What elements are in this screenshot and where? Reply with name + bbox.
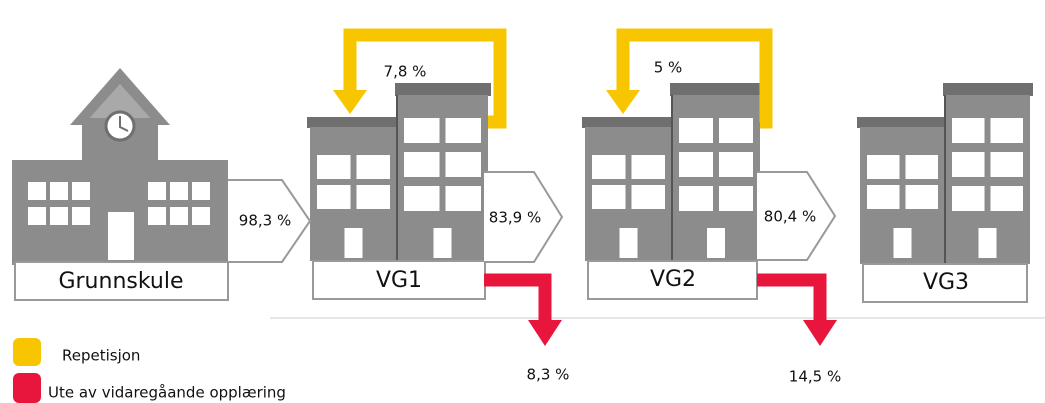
legend-label: Ute av vidaregåande opplæring (48, 384, 286, 402)
cap (670, 83, 763, 96)
shapes (12, 28, 1033, 403)
window (592, 155, 626, 179)
progression-arrow (484, 171, 564, 263)
window (905, 185, 938, 209)
window (619, 228, 638, 258)
arrowhead (333, 90, 367, 114)
window (990, 118, 1023, 143)
window (356, 155, 390, 179)
arrowhead (606, 90, 640, 114)
window (893, 228, 912, 258)
repetition-arrow (343, 28, 507, 129)
dropout-label: 14,5 % (789, 368, 841, 386)
window (170, 182, 188, 200)
window (719, 186, 753, 211)
window (978, 228, 997, 258)
stage-label: Grunnskule (58, 269, 183, 294)
labels: Grunnskule VG1 VG2 VG3 98,3 % 83,9 % 80,… (48, 59, 969, 402)
legend-swatch (13, 373, 41, 403)
stage-label: VG1 (376, 268, 422, 293)
window (679, 152, 713, 177)
window (404, 186, 440, 211)
school-roof (70, 68, 170, 125)
dropout-arrow (757, 273, 827, 322)
window (719, 152, 753, 177)
label-box (312, 260, 486, 300)
window (28, 182, 46, 200)
repetition-label: 7,8 % (384, 63, 427, 81)
stage-label: VG3 (923, 270, 969, 295)
window (719, 118, 753, 143)
window (72, 207, 90, 225)
window (445, 118, 481, 143)
cap (307, 117, 400, 128)
stage-label: VG2 (650, 267, 696, 292)
dropout-arrow (484, 273, 552, 322)
window (952, 118, 985, 143)
window (404, 152, 440, 177)
clock-hands (119, 116, 129, 132)
progression-label: 80,4 % (764, 208, 816, 226)
arrowhead (803, 320, 837, 346)
window (952, 186, 985, 211)
label-box (862, 263, 1028, 303)
window (50, 182, 68, 200)
cap (943, 83, 1033, 96)
window (170, 207, 188, 225)
window (679, 118, 713, 143)
progression-label: 98,3 % (239, 212, 291, 230)
repetition-arrow (616, 28, 773, 129)
window (108, 212, 134, 260)
window (445, 152, 481, 177)
window (592, 185, 626, 209)
window (317, 155, 351, 179)
window (344, 228, 363, 258)
window (72, 182, 90, 200)
label-box (14, 261, 229, 301)
progression-arrow (228, 179, 312, 263)
window (404, 118, 440, 143)
progression-label: 83,9 % (489, 209, 541, 227)
window (905, 155, 938, 179)
window (990, 186, 1023, 211)
window (433, 228, 452, 258)
label-box (587, 260, 758, 300)
window (952, 152, 985, 177)
window (148, 207, 166, 225)
legend-label: Repetisjon (62, 347, 140, 365)
progression-arrow (757, 171, 837, 261)
roof-inner (86, 84, 154, 122)
window (707, 228, 725, 258)
legend-swatch (13, 338, 41, 366)
window (445, 186, 481, 211)
window (356, 185, 390, 209)
window (679, 186, 713, 211)
window (317, 185, 351, 209)
cap (395, 83, 491, 96)
repetition-label: 5 % (654, 59, 683, 77)
window (148, 182, 166, 200)
window (192, 182, 210, 200)
dropout-label: 8,3 % (527, 366, 570, 384)
arrowhead (528, 320, 562, 346)
window (631, 185, 665, 209)
window (867, 155, 900, 179)
window (990, 152, 1023, 177)
window (631, 155, 665, 179)
window (192, 207, 210, 225)
cap (857, 117, 948, 128)
cap (582, 117, 675, 128)
window (867, 185, 900, 209)
window (50, 207, 68, 225)
window (28, 207, 46, 225)
